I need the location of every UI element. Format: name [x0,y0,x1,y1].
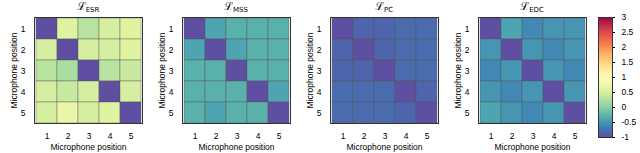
svg-text:5: 5 [277,131,282,141]
svg-text:1: 1 [169,24,174,34]
svg-text:2: 2 [465,45,470,55]
svg-text:1: 1 [45,131,50,141]
svg-text:1: 1 [21,24,26,34]
svg-text:Microphone position: Microphone position [157,32,167,108]
svg-text:4: 4 [404,131,409,141]
svg-text:2: 2 [317,45,322,55]
svg-text:2.5: 2.5 [622,27,634,37]
svg-text:5: 5 [21,108,26,118]
svg-text:2: 2 [362,131,367,141]
svg-text:Microphone position: Microphone position [305,32,315,108]
svg-text:3: 3 [169,66,174,76]
svg-text:5: 5 [425,131,430,141]
svg-text:2: 2 [622,42,627,52]
svg-text:5: 5 [129,131,134,141]
svg-text:3: 3 [317,66,322,76]
svg-text:5: 5 [169,108,174,118]
svg-text:Microphone position: Microphone position [453,32,463,108]
svg-text:0.5: 0.5 [622,87,634,97]
svg-text:Microphone position: Microphone position [9,32,19,108]
svg-text:4: 4 [256,131,261,141]
svg-text:3: 3 [531,131,536,141]
svg-text:3: 3 [465,66,470,76]
svg-text:1: 1 [622,72,627,82]
svg-text:Microphone position: Microphone position [198,142,274,152]
svg-text:2: 2 [510,131,515,141]
svg-text:1.5: 1.5 [622,57,634,67]
svg-text:4: 4 [108,131,113,141]
svg-text:5: 5 [465,108,470,118]
svg-text:4: 4 [21,87,26,97]
html-text:ℒESR: ℒESR [76,0,100,14]
svg-text:1: 1 [193,131,198,141]
svg-text:2: 2 [169,45,174,55]
svg-text:1: 1 [341,131,346,141]
html-text:ℒEDC: ℒEDC [520,0,544,14]
svg-text:4: 4 [317,87,322,97]
html-text:ℒMSS: ℒMSS [224,0,248,14]
svg-text:3: 3 [235,131,240,141]
html-text:ℒPC: ℒPC [374,0,393,14]
svg-text:4: 4 [465,87,470,97]
svg-text:3: 3 [21,66,26,76]
svg-text:2: 2 [66,131,71,141]
svg-text:2: 2 [214,131,219,141]
svg-text:Microphone position: Microphone position [346,142,422,152]
svg-text:4: 4 [552,131,557,141]
svg-text:1: 1 [489,131,494,141]
svg-text:3: 3 [383,131,388,141]
svg-text:3: 3 [87,131,92,141]
svg-text:5: 5 [317,108,322,118]
svg-text:1: 1 [465,24,470,34]
svg-text:0: 0 [622,102,627,112]
svg-text:-0.5: -0.5 [622,117,637,127]
svg-text:Microphone position: Microphone position [50,142,126,152]
svg-text:3: 3 [622,14,627,22]
svg-text:-1: -1 [622,132,630,142]
svg-text:5: 5 [573,131,578,141]
svg-text:4: 4 [169,87,174,97]
svg-text:Microphone position: Microphone position [494,142,570,152]
svg-text:2: 2 [21,45,26,55]
svg-text:1: 1 [317,24,322,34]
